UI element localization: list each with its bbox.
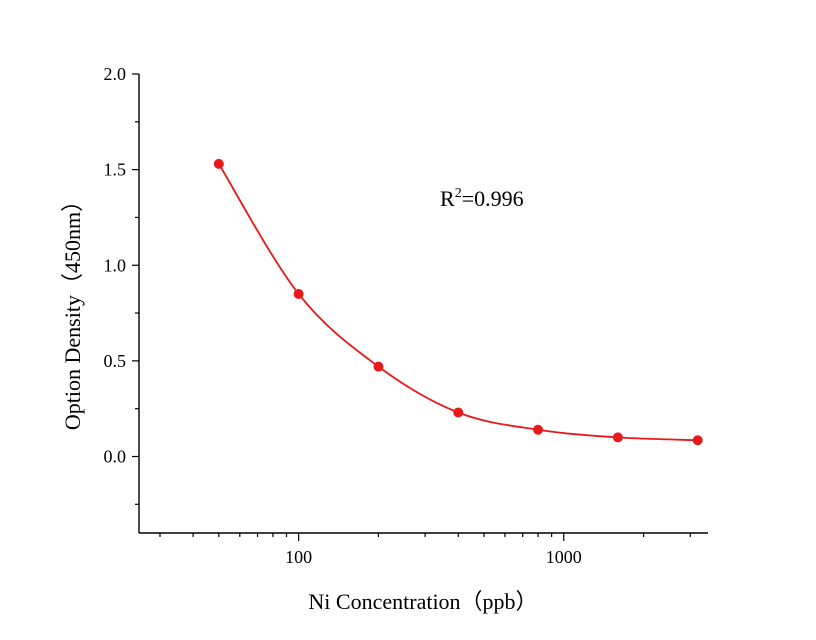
r-squared-superscript: 2 [455,186,462,201]
data-point [533,424,544,435]
x-tick-label: 1000 [546,547,582,567]
data-point [692,435,703,446]
data-point [453,407,464,418]
data-point [612,432,623,443]
plot-area [213,158,703,446]
data-points [213,158,703,446]
y-axis-ticks: 0.0 0.5 1.0 1.5 2.0 [104,64,139,505]
y-tick-label: 0.5 [104,351,127,371]
y-axis-title: Option Density（450nm） [60,190,85,430]
fit-curve [218,163,698,442]
data-point [293,288,304,299]
y-tick-label: 0.0 [104,447,127,467]
x-tick-label: 100 [285,547,312,567]
data-point [213,158,224,169]
r-squared-annotation: R2=0.996 [440,186,524,211]
data-point [373,361,384,372]
y-tick-label: 2.0 [104,64,127,84]
r-squared-value: =0.996 [462,186,524,211]
r-squared-base: R [440,186,455,211]
y-tick-label: 1.5 [104,160,127,180]
x-axis-ticks: 100 1000 [159,533,691,567]
y-tick-label: 1.0 [104,255,127,275]
x-axis-title: Ni Concentration（ppb） [308,589,537,614]
